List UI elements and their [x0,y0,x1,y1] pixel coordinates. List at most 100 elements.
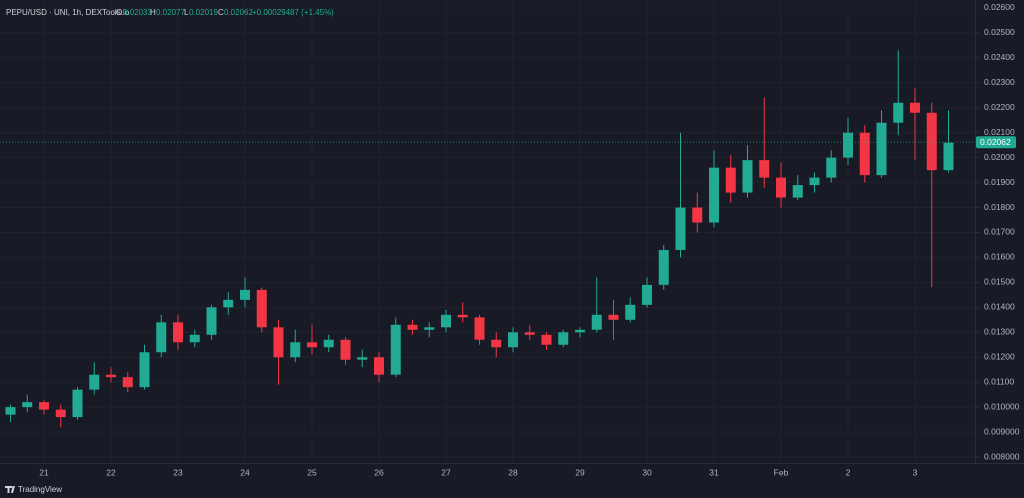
y-tick-label: 0.01400 [984,302,1015,312]
brand: TradingView [5,485,62,494]
legend-header: PEPU/USD · UNI, 1h, DEXTools.io O 0.0203… [6,8,334,17]
candle-body [441,314,451,328]
candle-body [725,167,736,193]
candle-body [106,374,116,378]
y-tick-label: 0.01200 [984,351,1015,361]
open-label: O [116,8,122,17]
y-tick-label: 0.02600 [984,2,1015,12]
candle-body [876,122,887,176]
x-tick-label: 2 [846,467,851,477]
x-tick-label: 25 [307,467,317,477]
y-tick-label: 0.01800 [984,202,1015,212]
candle-body [524,332,535,335]
y-tick-label: 0.02400 [984,52,1015,62]
brand-name: TradingView [18,485,62,494]
candles [5,50,954,428]
candle-body [575,329,585,333]
candle-body [307,342,317,348]
candle-body [374,357,384,375]
candle-body [290,342,301,358]
y-tick-label: 0.009000 [984,426,1020,436]
candle-body [240,289,250,300]
candle-body [22,402,33,408]
candle-body [843,132,853,158]
x-tick-label: 3 [913,467,918,477]
candle-body [658,249,669,285]
candle-body [474,317,485,340]
low-label: L [184,8,189,17]
candle-body [759,160,770,178]
candle-body [491,339,502,348]
candle-body [72,389,83,418]
candle-body [189,334,200,343]
y-tick-label: 0.02200 [984,102,1015,112]
brand-logo [5,486,15,493]
candle-body [608,314,619,320]
candle-body [591,314,602,330]
candle-body [709,167,719,223]
candle-body [357,357,368,360]
candle-body [943,142,954,171]
symbol: PEPU/USD · UNI, 1h, DEXTools.io [6,8,130,17]
candle-body [156,322,167,353]
y-tick-label: 0.02000 [984,152,1015,162]
x-tick-label: 21 [39,467,49,477]
candle-body [926,112,937,171]
candle-body [508,332,518,348]
candle-body [893,102,904,123]
candle-body [256,289,267,328]
candle-body [5,407,16,415]
y-tick-label: 0.01300 [984,327,1015,337]
candle-body [122,377,133,388]
candle-body [139,352,150,388]
candle-body [692,207,703,223]
change-value: +0.00029487 (+1.45%) [252,8,334,17]
candle-body [558,332,569,345]
candle-body [826,157,837,178]
candle-body [642,284,652,305]
x-tick-label: 31 [709,467,719,477]
low-value: 0.02019 [189,8,218,17]
candle-body [55,409,66,418]
y-tick-label: 0.01100 [984,376,1014,386]
candle-body [809,177,820,186]
candle-body [89,374,100,390]
x-tick-label: 27 [441,467,451,477]
last-price-label: 0.02062 [980,137,1011,147]
candle-body [859,132,870,176]
x-tick-label: 29 [575,467,585,477]
last-price-box [976,136,1016,149]
candle-body [340,339,351,360]
y-tick-label: 0.008000 [984,451,1020,461]
candle-body [424,327,435,330]
candle-body [776,177,786,198]
candle-body [173,322,183,343]
candle-body [792,185,803,198]
x-tick-label: 28 [508,467,518,477]
y-tick-label: 0.01700 [984,227,1015,237]
candle-body [407,324,418,330]
candle-body [323,339,334,348]
y-tick-label: 0.010000 [984,401,1020,411]
y-tick-label: 0.02500 [984,27,1015,37]
candle-body [273,327,284,358]
candle-body [742,160,753,193]
close-label: C [218,8,224,17]
y-tick-label: 0.02300 [984,77,1015,87]
x-tick-label: 23 [173,467,183,477]
candle-body [625,304,636,320]
candle-body [390,324,401,375]
candle-body [223,299,234,308]
x-tick-label: 22 [106,467,116,477]
candle-body [675,207,686,250]
high-value: 0.02077 [156,8,185,17]
high-label: H [150,8,156,17]
x-tick-label: 26 [374,467,384,477]
close-value: 0.02062 [224,8,253,17]
y-tick-label: 0.01600 [984,252,1015,262]
candle-body [910,102,920,113]
candle-body [541,334,552,345]
y-tick-label: 0.02100 [984,127,1015,137]
